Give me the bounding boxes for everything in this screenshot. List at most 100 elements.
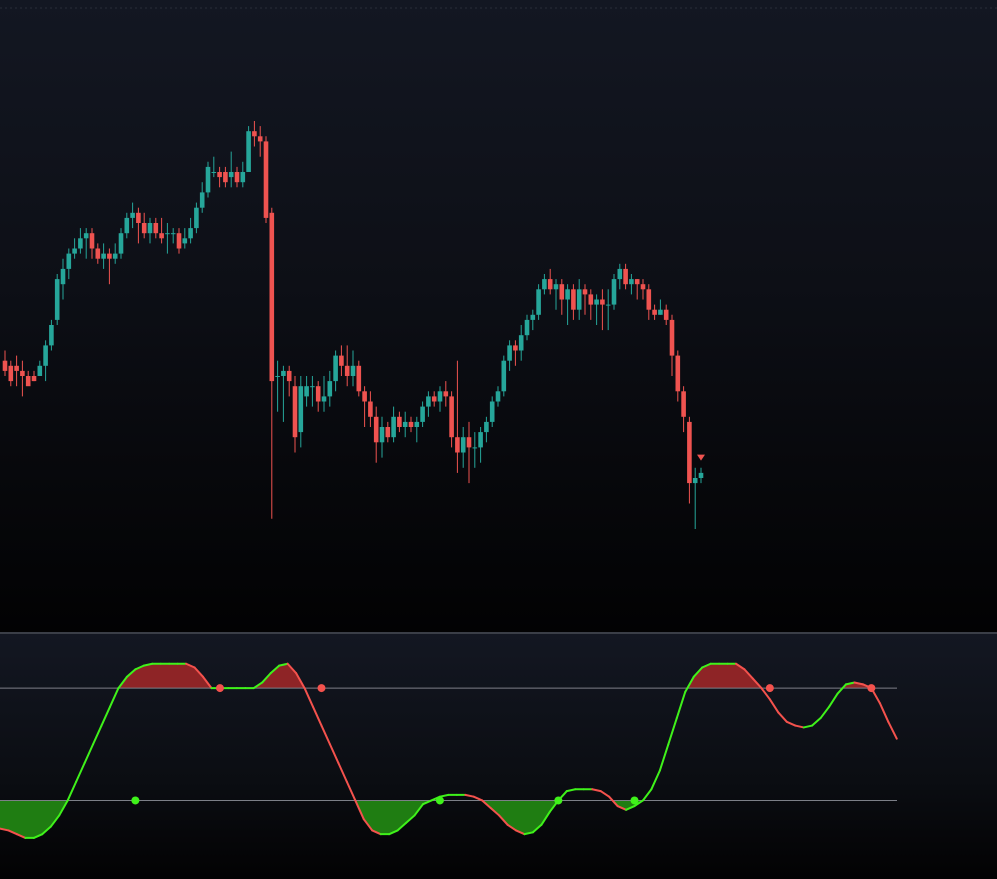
candle xyxy=(588,289,594,320)
sell-signal-dot xyxy=(215,684,224,693)
candle-body xyxy=(8,365,14,382)
candle-body xyxy=(339,355,344,366)
candle-body xyxy=(211,172,217,173)
candle xyxy=(211,156,217,178)
candle xyxy=(449,391,454,448)
candle xyxy=(275,360,280,412)
candle xyxy=(379,416,385,458)
candle-body xyxy=(576,289,582,310)
candle-body xyxy=(159,233,164,239)
candle-body xyxy=(478,432,483,448)
oscillator-segment xyxy=(362,818,374,832)
candle xyxy=(43,340,48,382)
oscillator-segment xyxy=(523,831,534,836)
candle xyxy=(518,325,524,361)
candle-body xyxy=(153,223,159,234)
candle xyxy=(501,355,507,397)
candle-body xyxy=(408,421,414,427)
candle xyxy=(547,268,553,295)
candle-body xyxy=(681,391,686,417)
oscillator-segment xyxy=(41,825,52,836)
candle xyxy=(147,217,153,244)
candle xyxy=(559,279,565,315)
candle-body xyxy=(118,233,124,254)
oscillator-segment xyxy=(117,675,128,690)
oscillator-segment xyxy=(422,799,433,806)
candle-body xyxy=(605,304,611,306)
candle-body xyxy=(286,370,292,382)
candle xyxy=(623,263,628,290)
candle-body xyxy=(629,279,634,285)
candle xyxy=(101,243,106,269)
oscillator-segment xyxy=(608,795,619,808)
oscillator-segment xyxy=(498,814,509,826)
candle-body xyxy=(646,289,652,310)
candle-body xyxy=(536,289,541,315)
oscillator-segment xyxy=(388,829,399,836)
candle-body xyxy=(501,360,507,392)
oscillator-segment xyxy=(667,717,678,746)
oscillator-segment xyxy=(371,829,382,836)
oscillator-pane[interactable] xyxy=(0,634,997,879)
candle xyxy=(240,161,246,188)
candle xyxy=(443,381,449,407)
price-chart-pane[interactable] xyxy=(0,0,997,632)
candle xyxy=(89,228,95,259)
candle-body xyxy=(66,253,72,269)
candle xyxy=(344,345,350,387)
candle-body xyxy=(402,421,408,427)
candle xyxy=(20,360,25,397)
candle-body xyxy=(188,228,193,239)
candle xyxy=(194,202,199,234)
oscillator-segment xyxy=(252,681,264,690)
candle-body xyxy=(136,212,141,223)
candle xyxy=(391,406,396,443)
candle xyxy=(594,294,599,325)
candle-body xyxy=(252,131,257,137)
candle-body xyxy=(107,253,112,259)
oscillator-segment xyxy=(836,683,847,695)
candle-body xyxy=(675,355,681,392)
candle xyxy=(373,406,379,463)
oscillator-segment xyxy=(633,799,644,808)
oscillator-segment xyxy=(0,827,10,832)
candle-body xyxy=(542,279,547,290)
candle-body xyxy=(72,248,77,254)
sell-signal-dot xyxy=(765,684,774,693)
candle xyxy=(25,370,31,387)
candle-body xyxy=(518,335,524,351)
oscillator-segment xyxy=(134,664,145,671)
oscillator-segment xyxy=(777,711,788,723)
oscillator-segment xyxy=(32,833,44,839)
candle-body xyxy=(89,233,95,249)
candle-body xyxy=(31,376,37,382)
candlestick-chart xyxy=(0,7,997,529)
candle-body xyxy=(315,386,321,402)
oscillator-segment xyxy=(531,823,543,834)
candle-body xyxy=(640,284,646,290)
oscillator-segment xyxy=(438,793,450,798)
oscillator-segment xyxy=(49,814,61,828)
oscillator-segment xyxy=(794,724,805,729)
candle xyxy=(542,274,547,295)
candle-body xyxy=(60,268,66,285)
candle-body xyxy=(257,136,263,142)
pane-divider[interactable] xyxy=(0,632,997,634)
candle xyxy=(170,228,176,244)
candle-body xyxy=(194,207,199,229)
candle-body xyxy=(281,370,286,376)
candle-body xyxy=(350,365,356,376)
candle-body xyxy=(530,314,536,320)
candle xyxy=(507,340,512,371)
oscillator-segment xyxy=(506,823,518,832)
candle-body xyxy=(176,233,182,249)
oscillator-segment xyxy=(396,821,408,832)
oscillator-segment xyxy=(202,675,213,690)
candle xyxy=(72,238,77,259)
candle-body xyxy=(513,345,518,351)
oscillator-segment xyxy=(405,814,416,824)
candle xyxy=(136,207,141,244)
candle-body xyxy=(275,376,280,377)
oscillator-segment xyxy=(785,720,797,727)
oscillator-segment xyxy=(599,790,611,798)
